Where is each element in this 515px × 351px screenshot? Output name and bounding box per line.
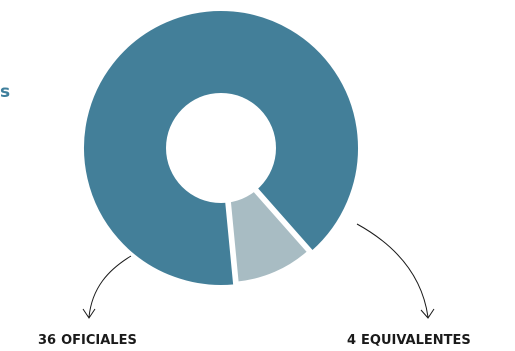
donut-hole xyxy=(166,93,276,203)
oficiales-text: OFICIALES xyxy=(61,333,137,348)
arrow-oficiales xyxy=(88,255,132,318)
equivalentes-text: EQUIVALENTES xyxy=(361,333,471,348)
equivalentes-count: 4 xyxy=(347,333,357,348)
oficiales-count: 36 xyxy=(38,333,57,348)
arrowhead-equivalentes xyxy=(420,308,435,319)
arrow-equivalentes xyxy=(356,223,429,318)
label-oficiales: 36 OFICIALES xyxy=(38,333,137,348)
label-equivalentes: 4 EQUIVALENTES xyxy=(347,333,471,348)
arrowhead-oficiales xyxy=(82,308,96,319)
cropped-heading-text: s xyxy=(0,82,11,102)
